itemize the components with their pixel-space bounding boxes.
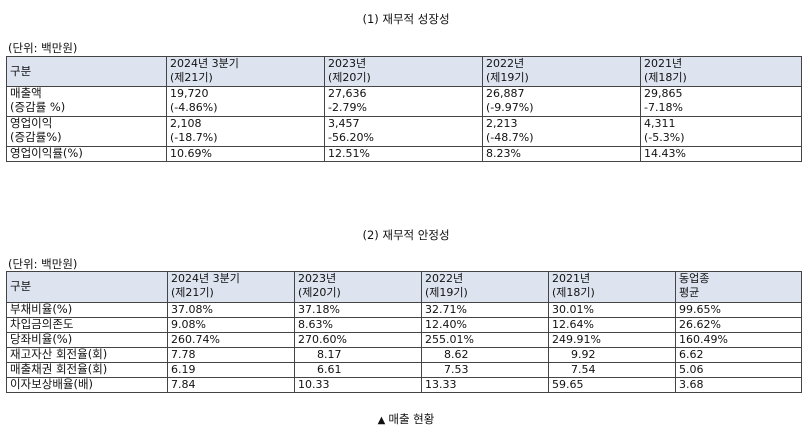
table-cell: 14.43% (640, 146, 802, 162)
table-cell: 8.62 (421, 347, 549, 363)
growth-header-cell: 2024년 3분기 (제21기) (166, 56, 325, 87)
table-cell: 37.08% (167, 302, 295, 318)
growth-row-revenue: 매출액 (증감률 %) 19,720 (-4.86%) 27,636 -2.79% 2… (6, 86, 802, 117)
table-cell: 255.01% (421, 332, 549, 348)
figure-caption: ▲ 매출 현황 (0, 411, 812, 427)
stability-unit-label: (단위: 백만원) (8, 257, 78, 271)
table-row: 매출채권 회전율(회) 6.19 6.61 7.53 7.54 5.06 (6, 362, 802, 378)
table-cell: 270.60% (294, 332, 422, 348)
growth-header-category: 구분 (6, 56, 167, 87)
growth-header-cell: 2021년 (제18기) (640, 56, 802, 87)
table-row: 당좌비율(%) 260.74% 270.60% 255.01% 249.91% … (6, 332, 802, 348)
table-cell: 99.65% (675, 302, 802, 318)
table-cell: 2,108 (-18.7%) (166, 116, 325, 147)
table-cell: 29,865 -7.18% (640, 86, 802, 117)
stability-section-title: (2) 재무적 안정성 (362, 228, 450, 242)
table-cell: 26,887 (-9.97%) (482, 86, 641, 117)
table-cell: 12.40% (421, 317, 549, 333)
triangle-up-icon: ▲ (377, 415, 386, 426)
table-cell: 7.84 (167, 377, 295, 393)
growth-header-row: 구분 2024년 3분기 (제21기) 2023년 (제20기) 2022년 (제19… (6, 56, 802, 87)
table-cell: 8.17 (294, 347, 422, 363)
growth-row-operating-income: 영업이익 (증감률%) 2,108 (-18.7%) 3,457 -56.20% 2,… (6, 116, 802, 147)
table-cell: 7.54 (548, 362, 676, 378)
table-cell: 12.64% (548, 317, 676, 333)
growth-header-cell: 2022년 (제19기) (482, 56, 641, 87)
table-cell: 4,311 (-5.3%) (640, 116, 802, 147)
stability-header-cell: 동업종 평균 (675, 271, 802, 303)
table-cell: 3.68 (675, 377, 802, 393)
table-cell: 6.62 (675, 347, 802, 363)
table-cell: 10.33 (294, 377, 422, 393)
table-cell: 37.18% (294, 302, 422, 318)
table-row: 재고자산 회전율(회) 7.78 8.17 8.62 9.92 6.62 (6, 347, 802, 363)
table-cell: 9.08% (167, 317, 295, 333)
row-label: 부채비율(%) (6, 302, 168, 318)
growth-row-operating-margin: 영업이익률(%) 10.69% 12.51% 8.23% 14.43% (6, 146, 802, 162)
table-cell: 9.92 (548, 347, 676, 363)
table-cell: 160.49% (675, 332, 802, 348)
row-label: 재고자산 회전율(회) (6, 347, 168, 363)
table-cell: 249.91% (548, 332, 676, 348)
growth-section-title: (1) 재무적 성장성 (362, 12, 450, 26)
table-cell: 59.65 (548, 377, 676, 393)
table-cell: 8.63% (294, 317, 422, 333)
table-cell: 27,636 -2.79% (324, 86, 483, 117)
table-cell: 32.71% (421, 302, 549, 318)
table-cell: 7.53 (421, 362, 549, 378)
table-cell: 12.51% (324, 146, 483, 162)
table-cell: 3,457 -56.20% (324, 116, 483, 147)
row-label: 당좌비율(%) (6, 332, 168, 348)
table-cell: 260.74% (167, 332, 295, 348)
table-cell: 6.61 (294, 362, 422, 378)
stability-header-cell: 2021년 (제18기) (548, 271, 676, 303)
row-label: 매출채권 회전율(회) (6, 362, 168, 378)
stability-header-cell: 2022년 (제19기) (421, 271, 549, 303)
row-label: 영업이익률(%) (6, 146, 167, 162)
stability-header-cell: 2023년 (제20기) (294, 271, 422, 303)
table-cell: 6.19 (167, 362, 295, 378)
table-row: 차입금의존도 9.08% 8.63% 12.40% 12.64% 26.62% (6, 317, 802, 333)
growth-table: 구분 2024년 3분기 (제21기) 2023년 (제20기) 2022년 (제19… (6, 56, 802, 162)
stability-table: 구분 2024년 3분기 (제21기) 2023년 (제20기) 2022년 (제19… (6, 271, 802, 393)
growth-header-cell: 2023년 (제20기) (324, 56, 483, 87)
stability-header-cell: 2024년 3분기 (제21기) (167, 271, 295, 303)
table-cell: 8.23% (482, 146, 641, 162)
table-cell: 2,213 (-48.7%) (482, 116, 641, 147)
table-cell: 13.33 (421, 377, 549, 393)
row-label: 매출액 (증감률 %) (6, 86, 167, 117)
caption-text: 매출 현황 (388, 412, 435, 426)
table-cell: 30.01% (548, 302, 676, 318)
row-label: 영업이익 (증감률%) (6, 116, 167, 147)
table-cell: 26.62% (675, 317, 802, 333)
stability-header-category: 구분 (6, 271, 168, 303)
table-row: 부채비율(%) 37.08% 37.18% 32.71% 30.01% 99.6… (6, 302, 802, 318)
table-cell: 5.06 (675, 362, 802, 378)
row-label: 차입금의존도 (6, 317, 168, 333)
growth-unit-label: (단위: 백만원) (8, 41, 78, 55)
table-row: 이자보상배율(배) 7.84 10.33 13.33 59.65 3.68 (6, 377, 802, 393)
table-cell: 10.69% (166, 146, 325, 162)
stability-header-row: 구분 2024년 3분기 (제21기) 2023년 (제20기) 2022년 (제19… (6, 271, 802, 303)
table-cell: 19,720 (-4.86%) (166, 86, 325, 117)
row-label: 이자보상배율(배) (6, 377, 168, 393)
table-cell: 7.78 (167, 347, 295, 363)
